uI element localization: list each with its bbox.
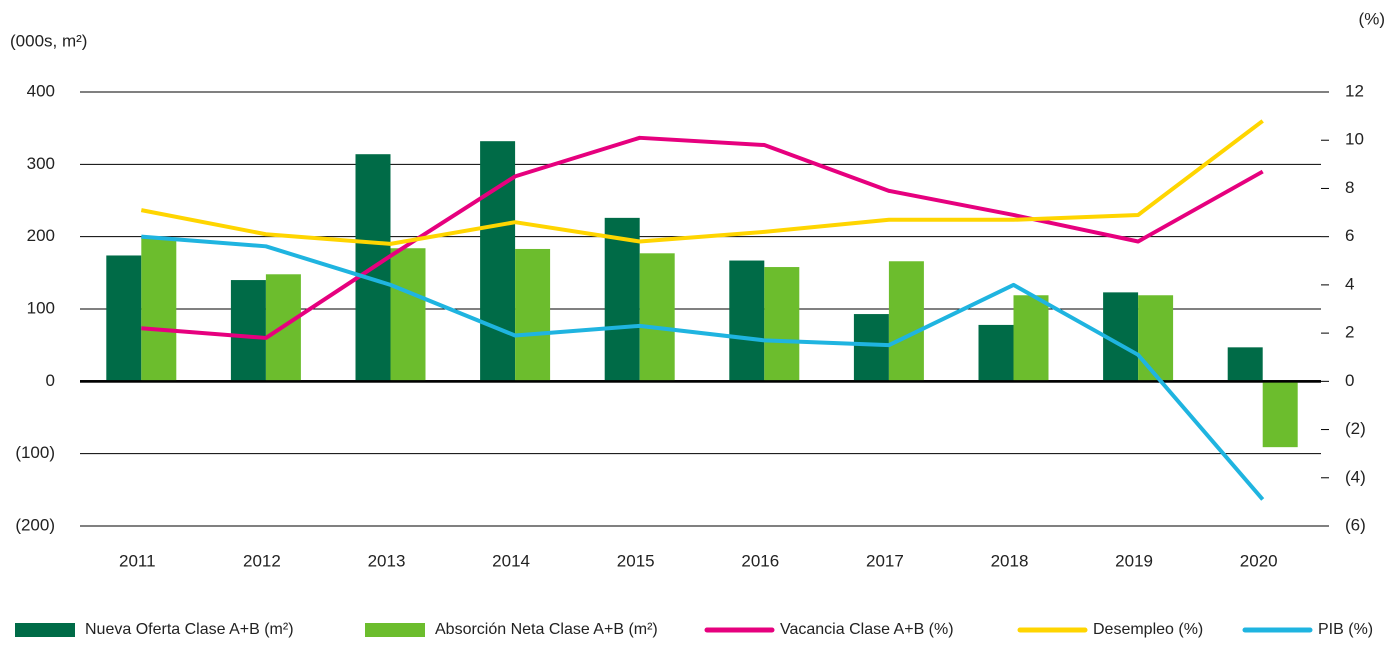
y-tick-label: (200)	[15, 515, 55, 534]
x-tick-label: 2016	[741, 551, 779, 570]
legend-label: Desempleo (%)	[1093, 621, 1203, 638]
y-tick-label: (100)	[15, 443, 55, 462]
bar	[480, 141, 516, 382]
bar	[604, 217, 640, 382]
x-tick-label: 2018	[991, 551, 1029, 570]
legend-label: Nueva Oferta Clase A+B (m²)	[85, 621, 294, 638]
y2-tick-label: 6	[1345, 226, 1354, 245]
legend-label: Vacancia Clase A+B (%)	[780, 621, 954, 638]
y2-tick-label: 4	[1345, 274, 1354, 293]
bar	[978, 324, 1014, 382]
bar	[888, 261, 924, 382]
legend-label: PIB (%)	[1318, 621, 1373, 638]
y-tick-label: 300	[27, 154, 55, 173]
x-tick-label: 2013	[368, 551, 406, 570]
x-tick-label: 2011	[119, 551, 156, 570]
y-tick-label: 100	[27, 298, 55, 317]
x-tick-label: 2012	[243, 551, 281, 570]
bar	[1013, 295, 1049, 382]
bar	[1227, 347, 1263, 382]
bar	[639, 253, 675, 382]
line	[140, 119, 1264, 246]
legend-label: Absorción Neta Clase A+B (m²)	[435, 621, 658, 638]
y2-tick-label: 0	[1345, 371, 1354, 390]
y2-tick-label: (2)	[1345, 419, 1366, 438]
y2-tick-label: 8	[1345, 178, 1354, 197]
x-tick-label: 2014	[492, 551, 530, 570]
y2-tick-label: 12	[1345, 81, 1364, 100]
bar	[515, 248, 551, 382]
bar	[853, 314, 889, 382]
legend-swatch	[365, 623, 425, 637]
bar	[1138, 295, 1174, 382]
x-tick-label: 2019	[1115, 551, 1153, 570]
bar	[729, 260, 765, 382]
bar	[1262, 381, 1298, 448]
x-tick-label: 2020	[1240, 551, 1278, 570]
y2-tick-label: 2	[1345, 323, 1354, 342]
legend-swatch	[15, 623, 75, 637]
x-tick-label: 2017	[866, 551, 904, 570]
y-tick-label: 0	[46, 371, 55, 390]
line	[141, 135, 1264, 340]
bar	[764, 267, 800, 382]
y2-tick-label: (4)	[1345, 467, 1366, 486]
y2-axis-label: (%)	[1359, 9, 1385, 28]
x-tick-label: 2015	[617, 551, 655, 570]
y2-tick-label: 10	[1345, 130, 1364, 149]
y2-tick-label: (6)	[1345, 515, 1366, 534]
line	[141, 234, 1265, 501]
y-axis-label: (000s, m²)	[10, 31, 87, 50]
y-tick-label: 200	[27, 226, 55, 245]
bar	[390, 248, 426, 382]
bar	[106, 255, 142, 382]
bar	[230, 280, 266, 382]
y-tick-label: 400	[27, 81, 55, 100]
bar	[141, 237, 177, 382]
